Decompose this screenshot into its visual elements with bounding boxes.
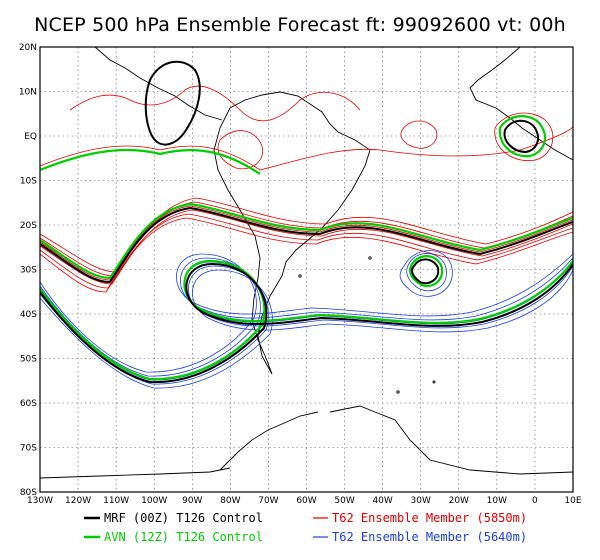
lon-label: 120W	[65, 496, 91, 506]
lon-label: 20W	[449, 496, 469, 506]
mrf-control-contours	[40, 60, 573, 384]
lat-label: 60S	[20, 399, 37, 409]
lon-label: 90W	[182, 496, 202, 506]
lat-label: EQ	[24, 132, 37, 142]
lat-label: 20S	[20, 221, 37, 231]
lat-label: 10S	[20, 177, 37, 187]
lon-label: 80W	[220, 496, 240, 506]
lat-label: 10N	[19, 88, 37, 98]
lon-label: 130W	[27, 496, 53, 506]
lon-label: 10W	[487, 496, 507, 506]
legend-label-avn: AVN (12Z) T126 Control	[104, 530, 263, 544]
lon-label: 10E	[564, 496, 581, 506]
map-frame	[39, 46, 574, 493]
lon-label: 60W	[296, 496, 316, 506]
lon-label: 70W	[258, 496, 278, 506]
lat-label: 80S	[20, 488, 37, 498]
map-title: NCEP 500 hPa Ensemble Forecast ft: 99092…	[34, 14, 566, 36]
legend-label-mrf: MRF (00Z) T126 Control	[104, 511, 263, 525]
avn-control-contours	[40, 115, 573, 381]
lon-label: 100W	[141, 496, 167, 506]
lat-label: 20N	[19, 43, 37, 53]
lon-label: 110W	[103, 496, 129, 506]
coastlines	[40, 47, 573, 479]
longitude-labels: 130W 120W 110W 100W 90W 80W 70W 60W 50W 40W 30W 20W…	[27, 496, 582, 506]
lon-label: 40W	[372, 496, 392, 506]
graticule	[40, 47, 573, 492]
latitude-labels: 20N 10N EQ 10S 20S 30S 40S 50S 60S 70S 80S	[19, 43, 37, 498]
legend: MRF (00Z) T126 Control AVN (12Z) T126 Co…	[84, 511, 527, 544]
lat-label: 70S	[20, 444, 37, 454]
legend-label-red: T62 Ensemble Member (5850m)	[332, 511, 527, 525]
legend-label-blue: T62 Ensemble Member (5640m)	[332, 530, 527, 544]
lat-label: 50S	[20, 355, 37, 365]
lat-label: 40S	[20, 310, 37, 320]
lat-label: 30S	[20, 266, 37, 276]
lon-label: 30W	[411, 496, 431, 506]
lon-label: 0	[532, 496, 538, 506]
lon-label: 50W	[334, 496, 354, 506]
